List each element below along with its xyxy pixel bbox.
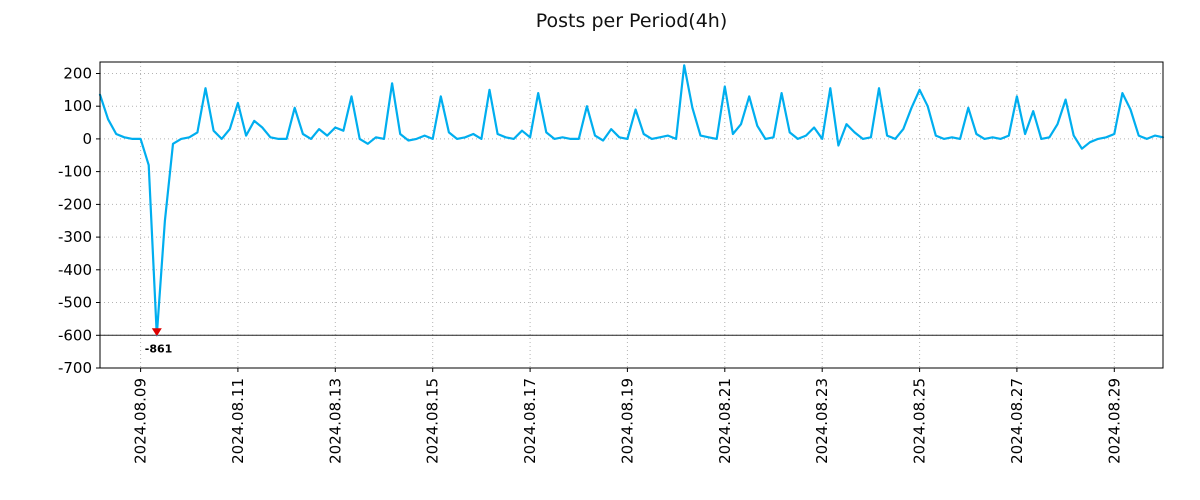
x-tick-label: 2024.08.29 <box>1105 378 1123 464</box>
x-tick-label: 2024.08.27 <box>1008 378 1026 464</box>
x-tick-label: 2024.08.15 <box>424 378 442 464</box>
y-tick-label: 100 <box>63 97 92 115</box>
series-line <box>98 64 1165 337</box>
x-tick-label: 2024.08.25 <box>911 378 929 464</box>
x-axis: 2024.08.09 2024.08.11 2024.08.13 2024.08.15… <box>132 368 1123 464</box>
chart-title: Posts per Period(4h) <box>535 10 728 32</box>
x-tick-label: 2024.08.19 <box>618 378 636 464</box>
y-tick-label: 0 <box>82 130 92 148</box>
plot-border <box>99 61 1164 369</box>
x-tick-label: 2024.08.17 <box>521 378 539 464</box>
x-tick-label: 2024.08.23 <box>813 378 831 464</box>
y-tick-label: -200 <box>58 195 92 213</box>
y-tick-label: -300 <box>58 228 92 246</box>
y-axis: 200 100 0 -100 -200 -300 -400 -500 -600 -700 <box>58 65 100 377</box>
x-tick-label: 2024.08.21 <box>716 378 734 464</box>
y-tick-label: 200 <box>63 65 92 83</box>
x-tick-label: 2024.08.11 <box>229 378 247 464</box>
y-tick-label: -600 <box>58 326 92 344</box>
y-tick-label: -100 <box>58 163 92 181</box>
y-tick-label: -500 <box>58 294 92 312</box>
min-marker-icon <box>151 328 162 337</box>
y-tick-label: -400 <box>58 261 92 279</box>
min-annotation: -861 <box>145 342 173 355</box>
grid <box>100 62 1163 369</box>
x-tick-label: 2024.08.13 <box>326 378 344 464</box>
x-tick-label: 2024.08.09 <box>132 378 150 464</box>
y-tick-label: -700 <box>58 359 92 377</box>
